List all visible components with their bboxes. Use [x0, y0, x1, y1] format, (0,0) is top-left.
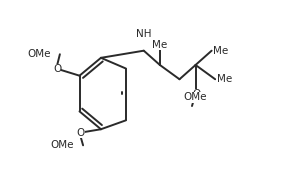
Text: OMe: OMe — [184, 93, 207, 102]
Text: NH: NH — [136, 29, 152, 39]
Text: OMe: OMe — [51, 140, 74, 150]
Text: Me: Me — [217, 74, 232, 84]
Text: OMe: OMe — [28, 49, 51, 59]
Text: O: O — [76, 128, 85, 138]
Text: O: O — [192, 89, 201, 98]
Text: O: O — [53, 64, 61, 74]
Text: Me: Me — [152, 40, 168, 50]
Text: Me: Me — [213, 46, 229, 56]
